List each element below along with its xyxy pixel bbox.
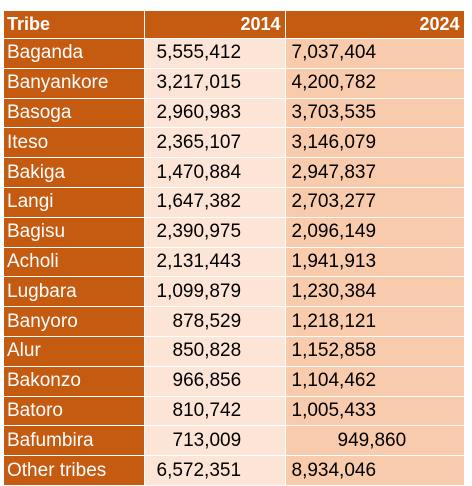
tribe-name-cell: Bafumbira <box>4 425 145 457</box>
population-2014-cell: 1,470,884 <box>144 157 286 188</box>
population-2014-cell: 2,960,983 <box>144 98 286 129</box>
table-row: Bafumbira 713,009 949,860 <box>4 425 465 457</box>
tribe-name-cell: Bakonzo <box>4 366 145 397</box>
population-2024-cell: 949,860 <box>285 425 465 457</box>
population-2024-cell: 4,200,782 <box>285 68 465 99</box>
tribe-name-cell: Bagisu <box>4 217 145 248</box>
table-row: Lugbara 1,099,879 1,230,384 <box>4 276 465 308</box>
population-2014-cell: 1,099,879 <box>144 276 286 308</box>
header-tribe: Tribe <box>4 11 145 39</box>
tribe-name-cell: Bakiga <box>4 157 145 188</box>
tribe-population-table: Tribe 2014 2024 Baganda 5,555,412 7,037,40… <box>4 11 465 486</box>
population-2024-cell: 2,096,149 <box>285 217 465 248</box>
population-2014-cell: 2,390,975 <box>144 217 286 248</box>
population-2014-cell: 1,647,382 <box>144 187 286 218</box>
tribe-name-cell: Banyankore <box>4 68 145 99</box>
population-2014-cell: 810,742 <box>144 396 286 427</box>
population-2024-cell: 7,037,404 <box>285 38 465 69</box>
population-2014-cell: 2,131,443 <box>144 247 286 278</box>
table-body: Baganda 5,555,412 7,037,404 Banyankore 3,217… <box>4 38 465 486</box>
tribe-name-cell: Batoro <box>4 396 145 427</box>
tribe-name-cell: Lugbara <box>4 276 145 308</box>
table-row: Alur 850,828 1,152,858 <box>4 336 465 367</box>
population-2014-cell: 878,529 <box>144 306 286 337</box>
header-2024: 2024 <box>285 11 465 39</box>
table-row: Banyoro 878,529 1,218,121 <box>4 306 465 337</box>
population-2014-cell: 2,365,107 <box>144 127 286 159</box>
table-row: Other tribes 6,572,351 8,934,046 <box>4 455 465 486</box>
population-2014-cell: 966,856 <box>144 366 286 397</box>
table-row: Banyankore 3,217,015 4,200,782 <box>4 68 465 99</box>
tribe-name-cell: Other tribes <box>4 455 145 486</box>
population-2014-cell: 6,572,351 <box>144 455 286 486</box>
tribe-name-cell: Iteso <box>4 127 145 159</box>
population-2024-cell: 1,218,121 <box>285 306 465 337</box>
table-row: Langi 1,647,382 2,703,277 <box>4 187 465 218</box>
population-2024-cell: 1,152,858 <box>285 336 465 367</box>
population-2014-cell: 713,009 <box>144 425 286 457</box>
header-2014: 2014 <box>144 11 286 39</box>
population-2014-cell: 850,828 <box>144 336 286 367</box>
population-2024-cell: 1,104,462 <box>285 366 465 397</box>
table-row: Iteso 2,365,107 3,146,079 <box>4 127 465 159</box>
population-2024-cell: 8,934,046 <box>285 455 465 486</box>
table-row: Basoga 2,960,983 3,703,535 <box>4 98 465 129</box>
tribe-name-cell: Basoga <box>4 98 145 129</box>
population-2014-cell: 3,217,015 <box>144 68 286 99</box>
tribe-name-cell: Baganda <box>4 38 145 69</box>
table-row: Bagisu 2,390,975 2,096,149 <box>4 217 465 248</box>
population-2014-cell: 5,555,412 <box>144 38 286 69</box>
population-2024-cell: 1,941,913 <box>285 247 465 278</box>
population-2024-cell: 1,005,433 <box>285 396 465 427</box>
population-2024-cell: 3,703,535 <box>285 98 465 129</box>
table-row: Baganda 5,555,412 7,037,404 <box>4 38 465 69</box>
tribe-name-cell: Banyoro <box>4 306 145 337</box>
tribe-name-cell: Acholi <box>4 247 145 278</box>
population-2024-cell: 3,146,079 <box>285 127 465 159</box>
table-header: Tribe 2014 2024 <box>4 11 465 39</box>
population-2024-cell: 1,230,384 <box>285 276 465 308</box>
header-row: Tribe 2014 2024 <box>4 11 465 39</box>
population-2024-cell: 2,703,277 <box>285 187 465 218</box>
table-row: Bakonzo 966,856 1,104,462 <box>4 366 465 397</box>
table-row: Acholi 2,131,443 1,941,913 <box>4 247 465 278</box>
population-2024-cell: 2,947,837 <box>285 157 465 188</box>
table-row: Bakiga 1,470,884 2,947,837 <box>4 157 465 188</box>
tribe-name-cell: Langi <box>4 187 145 218</box>
table-row: Batoro 810,742 1,005,433 <box>4 396 465 427</box>
tribe-name-cell: Alur <box>4 336 145 367</box>
